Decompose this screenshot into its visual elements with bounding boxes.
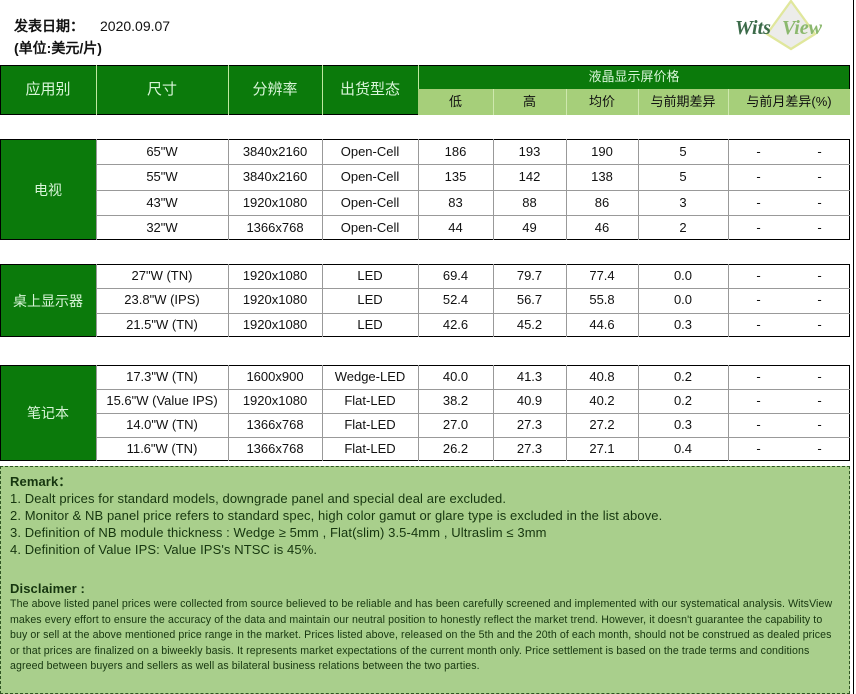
svg-text:View: View [782,17,823,39]
svg-text:Wits: Wits [735,17,771,39]
